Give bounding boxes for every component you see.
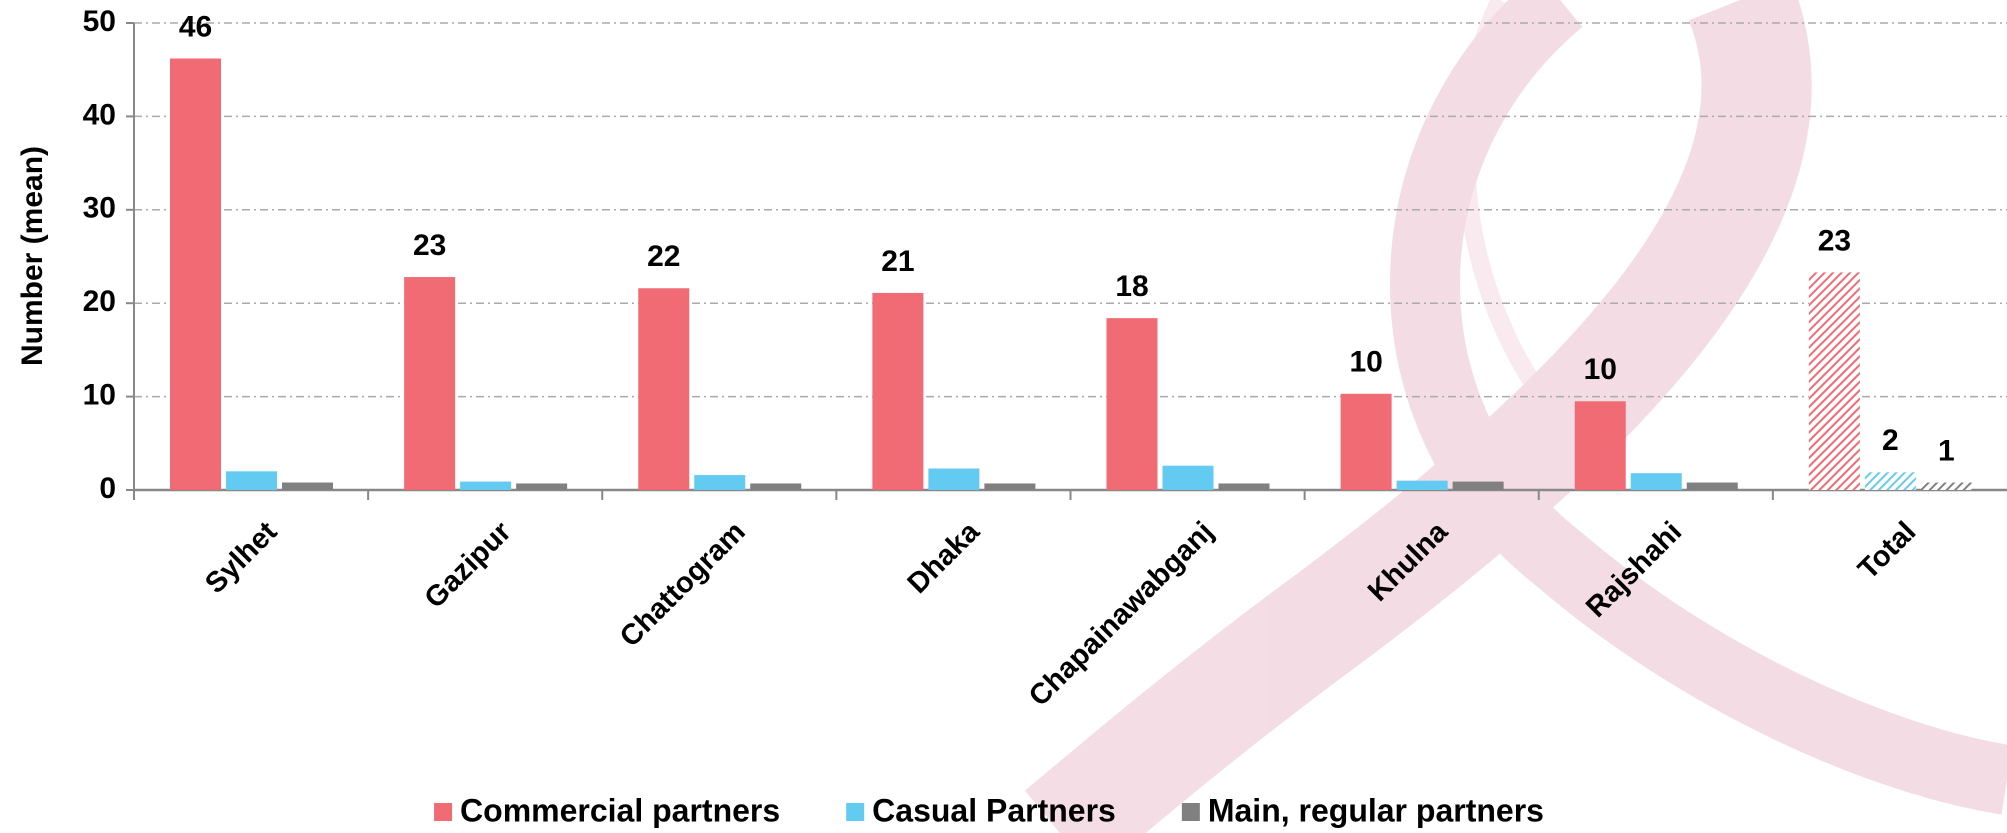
data-label: 23 xyxy=(413,229,446,262)
bar xyxy=(872,292,924,490)
bar xyxy=(1218,483,1270,490)
bar xyxy=(460,481,512,490)
bar xyxy=(226,471,277,490)
bar xyxy=(516,483,568,490)
data-label: 18 xyxy=(1115,270,1148,303)
y-tick-label: 40 xyxy=(83,98,116,131)
bar xyxy=(1686,482,1738,490)
bar xyxy=(750,483,802,490)
y-axis-title: Number (mean) xyxy=(16,146,49,366)
bar xyxy=(928,468,980,490)
data-label: 10 xyxy=(1584,353,1617,386)
x-tick-label: Sylhet xyxy=(199,515,283,599)
bar xyxy=(1162,465,1214,490)
data-label: 1 xyxy=(1938,434,1955,467)
legend-label: Commercial partners xyxy=(460,792,780,828)
legend-swatch xyxy=(1181,803,1200,821)
y-tick-label: 10 xyxy=(83,379,116,412)
legend-label: Main, regular partners xyxy=(1208,792,1544,828)
data-label: 46 xyxy=(179,10,212,43)
bar xyxy=(282,482,333,490)
bar xyxy=(1864,472,1916,490)
legend: Commercial partners Casual Partners Main, … xyxy=(434,792,1544,828)
x-tick-label: Gazipur xyxy=(419,516,518,615)
y-tick-label: 20 xyxy=(83,285,116,318)
y-tick-label: 50 xyxy=(83,5,116,38)
bar xyxy=(1808,272,1860,490)
bar xyxy=(694,475,746,490)
bar xyxy=(638,288,690,490)
x-tick-label: Total xyxy=(1852,516,1922,586)
data-label: 10 xyxy=(1349,346,1382,379)
bar xyxy=(1920,482,1972,490)
data-label: 21 xyxy=(881,245,914,278)
data-label: 2 xyxy=(1882,424,1899,457)
y-tick-label: 0 xyxy=(99,472,116,505)
bar xyxy=(1452,481,1504,490)
bar xyxy=(1340,393,1392,490)
bar xyxy=(1396,480,1448,490)
legend-swatch xyxy=(434,803,453,821)
bar xyxy=(1630,473,1682,490)
bar xyxy=(1574,401,1626,490)
legend-label: Casual Partners xyxy=(872,792,1116,828)
data-label: 23 xyxy=(1818,224,1851,257)
bar xyxy=(170,58,221,490)
data-label: 22 xyxy=(647,240,680,273)
background-ribbon xyxy=(1024,0,2007,833)
bar xyxy=(404,277,456,490)
bar xyxy=(1106,318,1158,490)
x-tick-label: Chattogram xyxy=(614,516,752,654)
y-tick-label: 30 xyxy=(83,192,116,225)
bar xyxy=(984,483,1036,490)
x-tick-label: Dhaka xyxy=(902,515,987,600)
legend-swatch xyxy=(846,803,865,821)
